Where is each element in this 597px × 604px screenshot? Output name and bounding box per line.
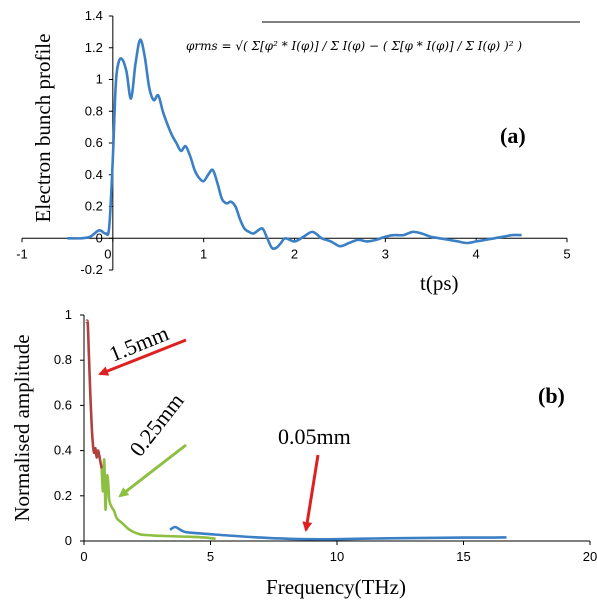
chart-a-x-tick-label: 1 [200, 246, 207, 261]
chart-a-axes [22, 16, 580, 270]
chart-b-x-tick-label: 0 [80, 549, 87, 564]
chart-b-lines [85, 319, 507, 541]
rms-formula: φrms = √( Σ[φ² * I(φ)] / Σ I(φ) − ( Σ[φ … [186, 39, 522, 53]
chart-b-x-axis-label: Frequency(THz) [266, 575, 406, 599]
chart-a-y-tick-label: 1.4 [85, 8, 103, 23]
chart-a-y-axis-label: Electron bunch profile [31, 34, 55, 223]
chart-b-x-tick-label: 20 [583, 549, 597, 564]
chart-a-y-tick-label: -0.2 [80, 262, 102, 277]
chart-b-x-tick-label: 10 [330, 549, 344, 564]
chart-a-y-tick-label: 0.6 [85, 135, 103, 150]
chart-b-x-tick-label: 5 [207, 549, 214, 564]
chart-b-series-line-1 [100, 458, 216, 540]
chart-b: 0 5 10 15 20 0 0.2 0.4 0.6 0.8 1 (b) Frequency(THz… [10, 307, 597, 599]
chart-a-y-tick-label: 1.2 [85, 40, 103, 55]
annotation-0-05mm-arrow [302, 454, 320, 532]
chart-a-x-tick-label: 4 [473, 246, 480, 261]
chart-b-y-axis-label: Normalised amplitude [10, 334, 34, 521]
chart-a-x-tick-label: 3 [382, 246, 389, 261]
chart-b-y-tick-label: 1 [65, 307, 72, 322]
chart-a-y-tick-label: 0.4 [85, 167, 103, 182]
chart-b-y-tick-label: 0.6 [54, 397, 72, 412]
chart-a-x-tick-label: -1 [16, 246, 28, 261]
chart-b-series-line-2 [169, 525, 507, 541]
chart-b-y-tick-label: 0.4 [54, 443, 72, 458]
chart-a-x-tick-label: 0 [104, 246, 111, 261]
chart-a-x-tick-label: 2 [291, 246, 298, 261]
chart-a-ticks: -1 0 1 2 3 4 5 -0.2 0.2 0.4 0.6 0.8 1 1.2 1.4 0 [16, 8, 570, 277]
chart-b-y-tick-label: 0 [65, 533, 72, 548]
chart-a-y-tick-label: 1 [96, 72, 103, 87]
chart-b-series-line-0 [85, 319, 103, 469]
chart-a-y-tick-label: 0.2 [85, 199, 103, 214]
annotation-0-05mm: 0.05mm [278, 424, 351, 449]
annotation-0-25mm-arrow [118, 443, 187, 498]
chart-b-y-tick-label: 0.8 [54, 352, 72, 367]
chart-a-lines [67, 38, 522, 251]
chart-b-ticks: 0 5 10 15 20 0 0.2 0.4 0.6 0.8 1 [54, 307, 597, 564]
chart-b-y-tick-label: 0.2 [54, 488, 72, 503]
chart-a-x-axis-label: t(ps) [420, 271, 459, 295]
annotation-1-5mm-arrow [98, 338, 187, 376]
chart-b-x-tick-label: 15 [456, 549, 470, 564]
chart-a-x-tick-label: 5 [563, 246, 570, 261]
panel-label-b: (b) [538, 383, 565, 408]
chart-a-y-tick-label: 0.8 [85, 103, 103, 118]
chart-a: -1 0 1 2 3 4 5 -0.2 0.2 0.4 0.6 0.8 1 1.2 1.4 0 (a) t(p… [16, 8, 580, 295]
panel-label-a: (a) [500, 123, 526, 148]
chart-a-series-line-0 [67, 38, 522, 251]
chart-a-y-tick-label: 0 [96, 230, 103, 245]
